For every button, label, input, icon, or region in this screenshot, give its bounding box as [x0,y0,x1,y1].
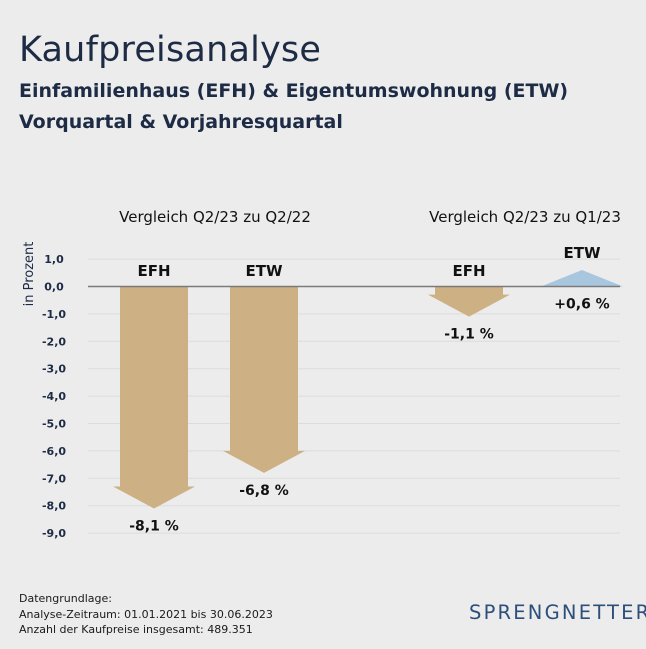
analysis-period: Analyse-Zeitraum: 01.01.2021 bis 30.06.2… [19,607,273,621]
data-label: +0,6 % [554,297,609,313]
bar-arrow-etw [541,270,623,287]
subtitle-comparison-periods: Vorquartal & Vorjahresquartal [19,111,343,133]
price-change-chart: in Prozent 1,0 0,0 -1,0 -2,0 -3,0 -4,0 -5,0 -6,0… [22,208,623,540]
category-label: EFH [452,262,485,280]
group-title: Vergleich Q2/23 zu Q2/22 [119,208,311,226]
data-label: -1,1 % [444,327,494,343]
y-tick-label: -9,0 [42,527,66,540]
y-tick-label: -6,0 [42,445,66,458]
bar-arrow-etw [223,286,305,473]
data-source-heading: Datengrundlage: [19,592,112,605]
page-title: Kaufpreisanalyse [19,30,322,70]
y-tick-label: -8,0 [42,500,66,513]
y-tick-label: -4,0 [42,390,66,403]
category-label: EFH [137,262,170,280]
sprengnetter-logo: SPRENGNETTER [469,601,646,624]
subtitle-property-types: Einfamilienhaus (EFH) & Eigentumswohnung… [19,80,569,102]
bar-arrow-efh [113,286,195,509]
category-label: ETW [563,244,600,262]
data-source-note: Datengrundlage: Analyse-Zeitraum: 01.01.… [19,591,273,638]
y-tick-label: -5,0 [42,418,66,431]
bar-arrow-efh [428,286,510,317]
y-tick-label: -1,0 [42,308,66,321]
y-tick-label: -7,0 [42,472,66,485]
y-axis-label: in Prozent [22,242,37,307]
y-tick-label: -2,0 [42,335,66,348]
y-tick-label: 1,0 [44,253,64,266]
price-count: Anzahl der Kaufpreise insgesamt: 489.351 [19,623,253,636]
data-label: -8,1 % [129,518,179,534]
y-tick-label: -3,0 [42,363,66,376]
group-title: Vergleich Q2/23 zu Q1/23 [429,208,621,226]
data-label: -6,8 % [239,483,289,499]
y-tick-label: 0,0 [44,281,64,294]
category-label: ETW [245,262,282,280]
